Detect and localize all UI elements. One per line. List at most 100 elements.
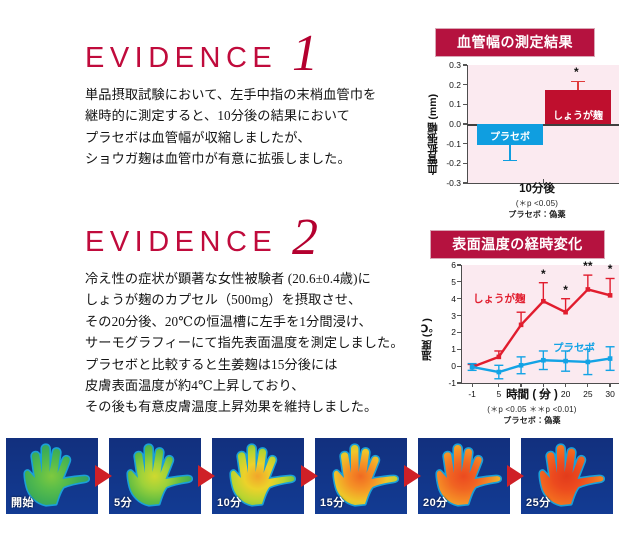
chart-2-y-ticklabel: 0 <box>451 361 456 372</box>
play-triangle-icon <box>301 465 318 487</box>
chart-2-errorbar-placebo-1 <box>494 364 504 380</box>
chart-2-y-tickmark <box>457 281 461 283</box>
chart-2-y-tickmark <box>457 365 461 367</box>
hand-heat-fill <box>231 445 295 505</box>
chart-2-marker <box>541 357 546 363</box>
chart-2-marker <box>469 364 475 370</box>
chart-2-marker <box>496 354 502 360</box>
chart-2-legend-note: プラセボ：偽薬 <box>503 416 561 425</box>
hand-heat-fill <box>25 445 89 505</box>
chart-1-bar-label-0: プラセボ <box>490 132 530 143</box>
chart-2-y-tickmark <box>457 298 461 300</box>
evidence-2-heading: EVIDENCE 2 <box>85 212 415 266</box>
chart-1-legend-note: プラセボ：偽薬 <box>508 210 566 219</box>
thermo-frame-1: 5分 <box>109 438 201 514</box>
chart-2-x-ticklabel: 25 <box>583 389 593 399</box>
errorbar-cap <box>571 80 585 83</box>
chart-2-significance-star: * <box>540 266 546 281</box>
chart-2-errorbar-ginger-5 <box>583 274 593 290</box>
evidence-block-1: EVIDENCE 1 単品摂取試験において、左手中指の末梢血管巾を 継時的に測定… <box>85 28 415 170</box>
chart-1-bar-ginger <box>545 89 611 124</box>
evidence-1-kicker: EVIDENCE <box>85 42 278 74</box>
chart-1-significance-note: (＊p <0.05) <box>515 199 559 208</box>
errorbar-stem <box>509 144 511 162</box>
chart-2-y-tickmark <box>457 331 461 334</box>
chart-1-title: 血管幅の測定結果 <box>435 28 595 57</box>
chart-2-y-ticklabel: 3 <box>451 310 456 321</box>
thermo-frame-time-1: 5分 <box>114 497 133 509</box>
chart-2-x-tickmark <box>498 383 500 387</box>
chart-1-y-tickmark <box>463 143 467 145</box>
chart-2-marker <box>607 356 613 361</box>
chart-1-y-ticklabel: 0.2 <box>449 79 461 90</box>
chart-1-y-tickmark <box>463 103 467 105</box>
chart-1-y-ticklabel: 0.0 <box>449 119 461 129</box>
evidence-1-body: 単品摂取試験において、左手中指の末梢血管巾を 継時的に測定すると、10分後の結果… <box>85 87 377 167</box>
chart-2-y-ticklabel: 5 <box>451 276 456 287</box>
thermography-hand-icon <box>435 443 502 507</box>
chart-2-marker <box>541 298 546 304</box>
thermo-frame-2: 10分 <box>212 438 304 514</box>
chart-2-errorbar-ginger-6 <box>605 277 615 296</box>
chart-2-marker <box>585 287 591 292</box>
chart-1-errorbar-1 <box>571 80 585 90</box>
chart-2-x-tickmark <box>471 383 473 387</box>
chart-2-marker <box>518 363 524 368</box>
chart-2-x-ticklabel: 15 <box>538 389 549 399</box>
chart-2-y-ticklabel: 2 <box>451 327 456 338</box>
thermo-frame-time-5: 25分 <box>526 497 551 509</box>
chart-2-x-tickmark <box>564 383 567 387</box>
chart-vessel-width: 血管幅の測定結果 0.3 0.2 0.1 0.0 -0.1 -0.2 -0.3 血管拡張幅 (… <box>419 28 631 219</box>
errorbar-cap <box>503 159 517 162</box>
chart-2-significance-note: (＊p <0.05 ＊＊p <0.01) <box>487 405 577 414</box>
chart-2-x-ticklabel: 5 <box>496 389 502 399</box>
chart-1-bar-label-1: しょうが麹 <box>553 111 603 122</box>
chart-1-y-ticklabel: -0.1 <box>446 138 461 149</box>
play-triangle-icon <box>198 465 215 487</box>
thermography-hand-icon <box>23 443 90 507</box>
chart-1-y-tickmark <box>463 84 467 86</box>
chart-2-title: 表面温度の経時変化 <box>430 230 605 259</box>
chart-2-x-ticklabel: 10 <box>516 389 526 399</box>
chart-2-y-tickmark <box>457 348 461 350</box>
thermo-frame-time-2: 10分 <box>217 497 242 509</box>
chart-2-plot-area <box>461 265 619 383</box>
chart-2-series-label-placebo: プラセボ <box>553 341 595 354</box>
thermo-frame-time-4: 20分 <box>423 497 448 509</box>
chart-1-y-ticklabel: 0.1 <box>449 99 461 110</box>
chart-2-y-ticklabel: 1 <box>451 344 456 355</box>
thermography-hand-icon <box>229 443 296 507</box>
chart-2-marker <box>496 369 502 375</box>
chart-1-plot: 0.3 0.2 0.1 0.0 -0.1 -0.2 -0.3 血管拡張幅 (mm) プラセボ しょ… <box>419 57 631 205</box>
chart-2-x-tickmark <box>542 383 544 387</box>
chart-1-y-ticklabel: 0.3 <box>449 60 461 70</box>
evidence-block-2: EVIDENCE 2 冷え性の症状が顕著な女性被験者 (20.6±0.4歳)に … <box>85 212 415 418</box>
chart-1-zero-line <box>467 124 619 126</box>
chart-2-x-tickmark <box>587 383 589 387</box>
chart-2-marker <box>585 359 591 365</box>
thermo-frame-time-3: 15分 <box>320 497 345 509</box>
evidence-1-number: 1 <box>292 25 318 82</box>
chart-1-y-tickmark <box>463 182 467 184</box>
errorbar-stem <box>577 80 579 90</box>
chart-2-y-ticklabel: 4 <box>451 293 456 304</box>
play-triangle-icon <box>95 465 112 487</box>
chart-2-x-ticklabel: -1 <box>468 389 476 399</box>
chart-1-x-tickmark <box>543 179 545 183</box>
chart-1-y-tickmark <box>463 64 467 66</box>
hand-heat-fill <box>540 445 604 505</box>
chart-2-y-tickmark <box>457 382 461 384</box>
chart-surface-temperature: 表面温度の経時変化 6 5 4 3 2 1 0 -1 温度 (℃) -1 5 10 15 20 25 30 * *… <box>415 230 631 425</box>
chart-2-y-ticklabel: 6 <box>451 260 456 270</box>
chart-2-series-label-ginger: しょうが麹 <box>473 292 526 305</box>
chart-2-y-tickmark <box>457 314 461 317</box>
chart-2-significance-star: ** <box>583 259 593 274</box>
chart-2-x-ticklabel: 20 <box>560 389 571 399</box>
chart-1-errorbar-0 <box>503 144 517 162</box>
hand-heat-fill <box>437 445 501 505</box>
chart-2-x-tickmark <box>609 383 611 387</box>
chart-2-x-tickmark <box>520 383 522 387</box>
chart-2-marker <box>518 322 524 328</box>
chart-1-bar-placebo <box>477 124 543 145</box>
thermo-frame-4: 20分 <box>418 438 510 514</box>
